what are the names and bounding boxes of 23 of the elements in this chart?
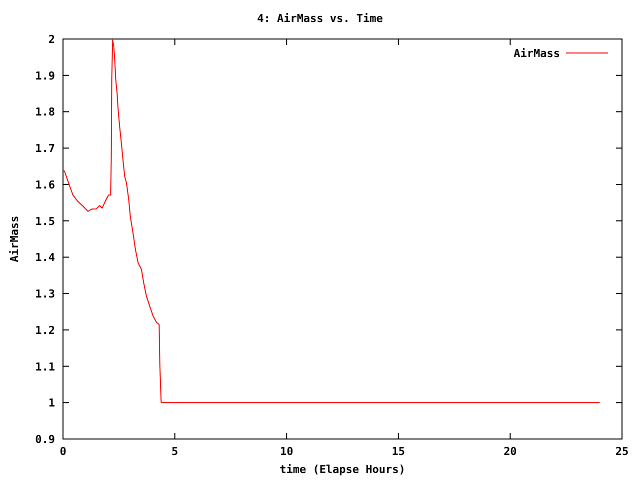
x-axis-title: time (Elapse Hours) (280, 463, 406, 476)
y-tick-label: 1.4 (35, 251, 56, 264)
y-tick-label: 1.8 (35, 106, 55, 119)
x-tick-label: 15 (392, 445, 406, 458)
y-tick-label: 0.9 (35, 433, 55, 446)
line-series (62, 40, 600, 404)
y-tick-label: 2 (48, 33, 55, 46)
x-tick-label: 25 (615, 445, 629, 458)
legend-label: AirMass (514, 47, 560, 60)
y-tick-label: 1.1 (35, 360, 56, 374)
y-tick-label: 1.7 (35, 142, 55, 156)
y-tick-label: 1.9 (35, 69, 55, 82)
chart-title: 4: AirMass vs. Time (257, 12, 384, 25)
y-tick-label: 1.6 (35, 178, 56, 192)
y-tick-label: 1.2 (35, 324, 55, 337)
y-tick-label: 1.5 (35, 214, 55, 228)
y-tick-label: 1.3 (35, 288, 55, 301)
x-tick-label: 5 (171, 445, 178, 458)
x-tick-label: 20 (504, 445, 517, 458)
x-tick-label: 10 (280, 445, 294, 458)
y-axis-title: AirMass (8, 216, 21, 262)
x-tick-label: 0 (60, 445, 66, 458)
y-tick-label: 1 (48, 396, 56, 410)
